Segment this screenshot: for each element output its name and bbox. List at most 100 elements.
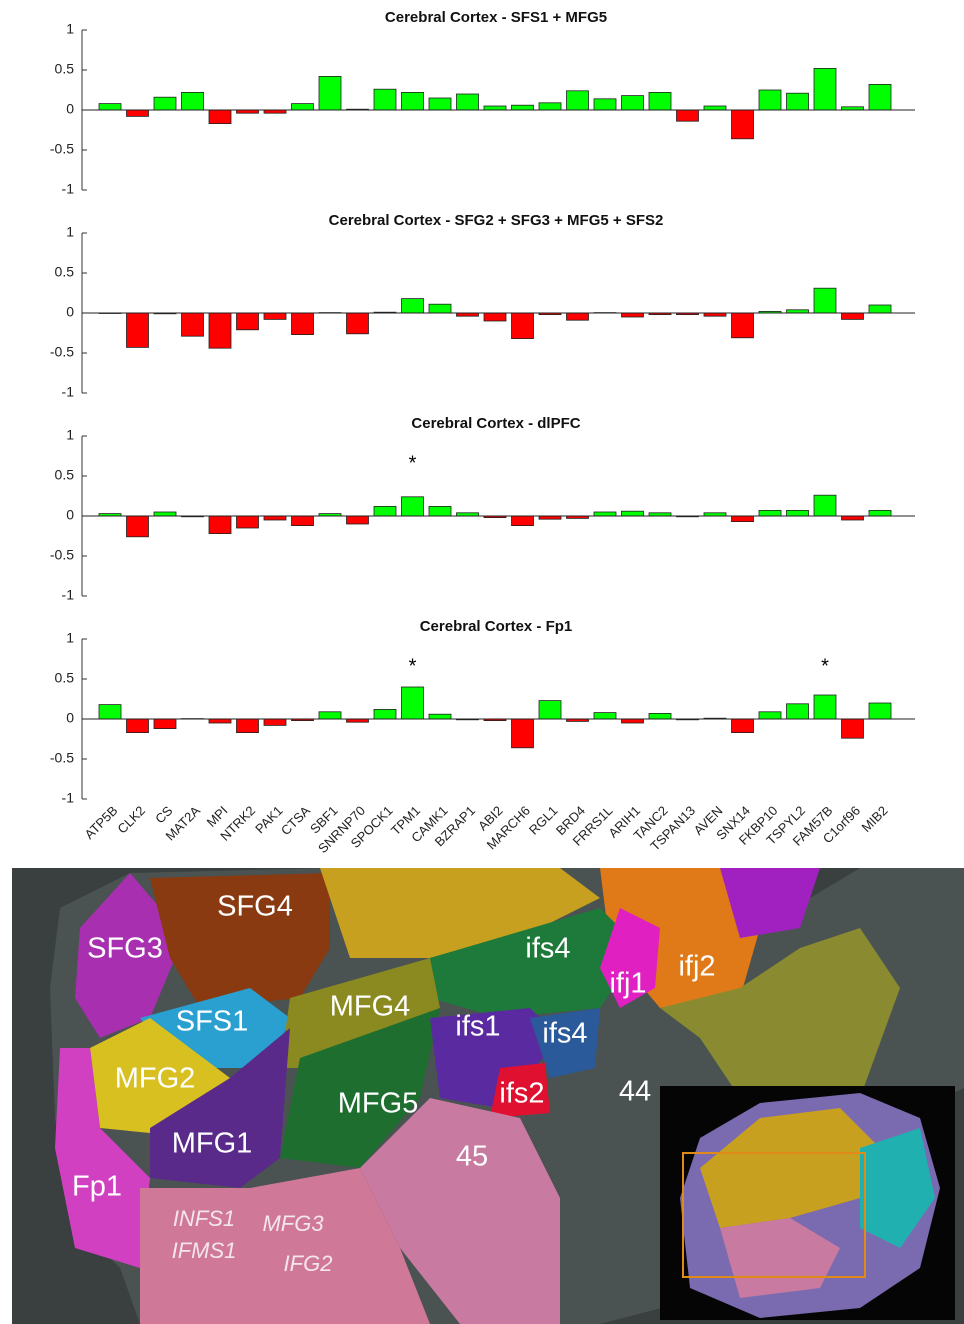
bar [237, 313, 259, 330]
region-label: SFS1 [176, 1006, 249, 1038]
bar [539, 701, 561, 719]
annotation: * [409, 452, 417, 474]
bar [127, 719, 149, 733]
bar [374, 89, 396, 110]
bar [237, 719, 259, 733]
x-tick-label: ATP5B [82, 803, 121, 842]
bar-charts: Cerebral Cortex - SFS1 + MFG5 -1 -0.5 0 0.5 1… [0, 0, 964, 868]
annotation: * [409, 655, 417, 677]
bar [814, 695, 836, 719]
bar [704, 106, 726, 110]
bar [622, 96, 644, 110]
bar [649, 92, 671, 110]
y-tick-label: -0.5 [50, 344, 74, 360]
bar [869, 510, 891, 516]
bar [182, 313, 204, 336]
bar [154, 97, 176, 110]
bar [484, 106, 506, 110]
y-tick-label: 1 [66, 630, 74, 646]
bar [429, 304, 451, 313]
bar [429, 98, 451, 110]
region-label: SFG3 [87, 933, 163, 965]
page: Cerebral Cortex - SFS1 + MFG5 -1 -0.5 0 0.5 1… [0, 0, 964, 1324]
bar [814, 68, 836, 110]
y-tick-label: 1 [66, 427, 74, 443]
bar [567, 91, 589, 110]
bar [154, 512, 176, 516]
bar [759, 90, 781, 110]
chart-title: Cerebral Cortex - dlPFC [411, 415, 580, 432]
y-tick-label: -1 [62, 181, 75, 197]
bar [677, 110, 699, 121]
region-label: ifs4 [525, 933, 570, 965]
chart-title: Cerebral Cortex - SFS1 + MFG5 [385, 9, 607, 26]
bar [347, 313, 369, 334]
chart-title: Cerebral Cortex - Fp1 [420, 618, 573, 635]
y-tick-label: 0 [66, 507, 74, 523]
bar [512, 719, 534, 748]
region-label: SFG4 [217, 891, 293, 923]
bar [319, 712, 341, 719]
y-tick-label: 0 [66, 304, 74, 320]
region-label-italic: IFMS1 [172, 1238, 237, 1263]
bar [649, 713, 671, 719]
bar [622, 719, 644, 723]
bar [869, 305, 891, 313]
bar [127, 110, 149, 116]
region-label: MFG4 [330, 991, 411, 1023]
bar [539, 103, 561, 110]
bar [209, 110, 231, 124]
x-tick-label: CLK2 [114, 803, 148, 837]
region-label: MFG2 [115, 1063, 196, 1095]
bar [429, 506, 451, 516]
y-tick-label: 0.5 [55, 670, 75, 686]
bar [622, 511, 644, 516]
bar [264, 313, 286, 319]
x-tick-label: CTSA [278, 803, 313, 838]
annotation: * [821, 655, 829, 677]
bar [264, 516, 286, 520]
bar [374, 709, 396, 719]
bar [594, 713, 616, 719]
bar [732, 313, 754, 338]
bar [869, 703, 891, 719]
y-tick-label: -0.5 [50, 141, 74, 157]
y-tick-label: -0.5 [50, 750, 74, 766]
bar [402, 92, 424, 110]
y-tick-label: -0.5 [50, 547, 74, 563]
bar [732, 719, 754, 733]
bar [759, 712, 781, 719]
region-label: ifs1 [455, 1011, 500, 1043]
region-label: ifs2 [499, 1078, 544, 1110]
y-tick-label: -1 [62, 384, 75, 400]
region-label-italic: MFG3 [262, 1211, 324, 1236]
region-label: ifs4 [542, 1018, 587, 1050]
bar [787, 93, 809, 110]
y-tick-label: 0.5 [55, 467, 75, 483]
bar [99, 705, 121, 719]
y-tick-label: 0.5 [55, 264, 75, 280]
y-tick-label: 0 [66, 101, 74, 117]
region-label: ifj2 [678, 951, 715, 983]
y-tick-label: 0 [66, 710, 74, 726]
region-label: MFG5 [338, 1088, 419, 1120]
bar [99, 104, 121, 110]
bar [209, 516, 231, 534]
bar [347, 516, 369, 524]
bar [484, 313, 506, 321]
bar [787, 704, 809, 719]
brain-image: SFG4 SFG3 SFS1 MFG4 ifs4 ifj1 ifj2 ifs1 ifs4 MFG2… [0, 868, 964, 1324]
bar [209, 719, 231, 723]
bar [319, 76, 341, 110]
bar [374, 506, 396, 516]
bar [842, 516, 864, 520]
bar [512, 105, 534, 110]
bar [842, 313, 864, 319]
bar [567, 313, 589, 320]
bar [594, 512, 616, 516]
region-label: ifj1 [609, 968, 646, 1000]
y-tick-label: 1 [66, 224, 74, 240]
bar [622, 313, 644, 317]
region-label-italic: INFS1 [173, 1206, 235, 1231]
bar [457, 94, 479, 110]
